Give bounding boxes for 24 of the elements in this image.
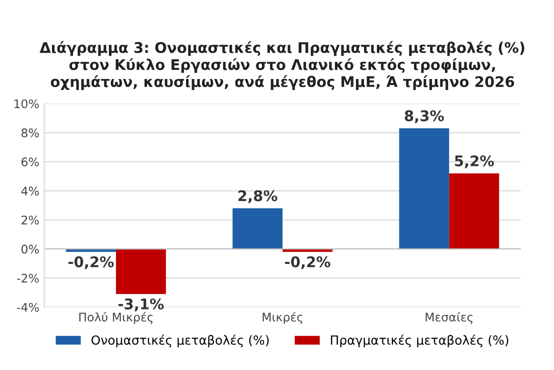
x-tick-label: Πολύ Μικρές bbox=[79, 312, 153, 324]
x-tick-label: Μεσαίες bbox=[426, 312, 473, 324]
y-tick-label: 8% bbox=[22, 128, 39, 138]
bar bbox=[116, 248, 166, 294]
chart-title: Διάγραμμα 3: Ονομαστικές και Πραγματικές μεταβολές (%) στον Κύκλο Εργασιών στο Λιανικό εκτός τροφίμων, οχημάτων, καυσίμων, ανά μέγεθος ΜμΕ, Ά τρίμηνο 2026 bbox=[40, 41, 524, 90]
y-tick-label: 0% bbox=[22, 244, 39, 254]
bar bbox=[399, 128, 450, 249]
y-tick-label: -2% bbox=[17, 274, 39, 283]
y-tick-label: 2% bbox=[22, 216, 39, 225]
data-label: 8,3% bbox=[404, 110, 444, 124]
bar bbox=[449, 173, 500, 249]
y-tick-label: 4% bbox=[21, 186, 39, 196]
y-tick-label: -4% bbox=[17, 302, 39, 312]
data-label: -0,2% bbox=[68, 256, 114, 270]
data-label: -3,1% bbox=[118, 298, 164, 312]
legend-label: Πραγματικές μεταβολές (%) bbox=[330, 334, 508, 348]
data-label: -0,2% bbox=[285, 256, 330, 270]
legend-label: Ονομαστικές μεταβολές (%) bbox=[91, 334, 269, 348]
y-tick-label: 10% bbox=[14, 99, 39, 108]
data-label: 2,8% bbox=[238, 190, 278, 204]
bar bbox=[232, 208, 283, 249]
x-tick-label: Μικρές bbox=[262, 312, 302, 324]
y-tick-label: 6% bbox=[22, 157, 39, 166]
data-label: 5,2% bbox=[455, 155, 494, 168]
